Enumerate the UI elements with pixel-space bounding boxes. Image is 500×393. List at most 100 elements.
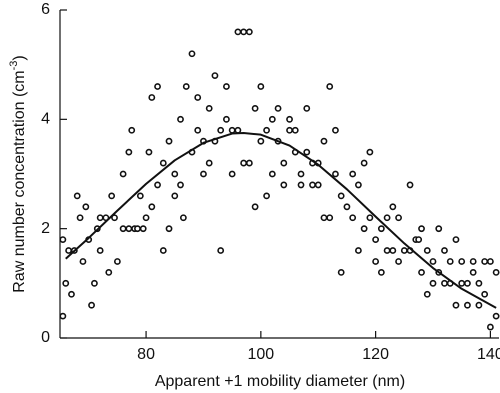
y-tick-label: 4: [41, 111, 50, 128]
y-axis-label-main: Raw number concentration (cm: [11, 70, 28, 292]
data-point: [108, 192, 116, 200]
data-point: [377, 268, 385, 276]
data-point: [441, 279, 448, 287]
data-point: [337, 192, 345, 200]
data-point: [366, 148, 374, 156]
data-point: [314, 181, 322, 189]
data-point: [251, 105, 259, 112]
data-point: [119, 225, 127, 233]
data-point: [125, 225, 133, 233]
data-point: [171, 192, 179, 200]
data-point: [211, 72, 219, 79]
data-point: [228, 126, 236, 134]
data-point: [179, 214, 187, 222]
x-tick-label: 120: [362, 346, 389, 363]
y-axis-label-end: ): [11, 55, 28, 60]
data-point: [154, 181, 161, 189]
data-point: [148, 94, 156, 101]
data-point: [372, 258, 380, 265]
data-point: [423, 247, 431, 254]
data-point: [59, 312, 67, 320]
data-point: [217, 126, 225, 134]
data-point: [349, 214, 357, 222]
data-point: [383, 247, 391, 254]
data-point: [492, 312, 500, 320]
data-point: [286, 126, 293, 134]
data-point: [435, 225, 443, 233]
data-point: [400, 247, 408, 254]
data-point: [82, 203, 90, 211]
data-point: [148, 203, 156, 211]
data-point: [113, 258, 121, 265]
data-point: [452, 301, 460, 309]
data-point: [486, 258, 494, 265]
y-tick-label: 0: [41, 329, 50, 346]
data-point: [291, 126, 299, 134]
data-point: [441, 247, 448, 254]
data-point: [228, 170, 236, 178]
data-point: [96, 247, 104, 254]
data-point: [177, 181, 184, 189]
data-point: [268, 170, 276, 178]
data-point: [257, 137, 265, 145]
data-point: [119, 170, 127, 178]
data-point: [145, 148, 153, 156]
x-tick-label: 100: [247, 346, 274, 363]
data-point: [223, 115, 230, 123]
data-point: [429, 279, 437, 287]
data-point: [165, 137, 173, 145]
data-point: [257, 83, 265, 90]
x-tick-label: 140: [477, 346, 500, 363]
data-point: [76, 214, 84, 222]
data-point: [125, 148, 133, 156]
data-point: [268, 115, 276, 123]
data-point: [343, 203, 351, 211]
data-point: [111, 214, 118, 222]
data-point: [332, 170, 339, 178]
data-point: [429, 258, 437, 265]
data-point: [240, 28, 248, 36]
data-point: [415, 236, 423, 243]
data-point: [234, 126, 242, 134]
data-point: [326, 214, 334, 222]
data-point: [171, 170, 179, 178]
data-point: [326, 83, 334, 90]
data-point: [136, 192, 144, 200]
data-point: [62, 279, 70, 287]
data-point: [303, 148, 311, 156]
data-point: [297, 181, 305, 189]
data-point: [263, 126, 270, 134]
data-point: [142, 214, 150, 222]
data-point: [251, 203, 259, 211]
data-point: [73, 192, 81, 200]
data-point: [389, 203, 397, 211]
data-point: [377, 225, 385, 233]
data-point: [486, 323, 494, 331]
data-point: [464, 279, 471, 287]
data-point: [223, 83, 230, 90]
data-point: [320, 137, 328, 145]
data-point: [366, 214, 374, 222]
data-point: [234, 28, 242, 36]
data-point: [383, 214, 391, 222]
data-point: [452, 236, 460, 243]
data-point: [320, 214, 328, 222]
data-point: [274, 105, 282, 112]
data-point: [217, 247, 225, 254]
data-point: [360, 159, 368, 167]
y-tick-label: 2: [41, 220, 50, 237]
y-tick-label: 6: [41, 1, 50, 18]
data-point: [165, 225, 173, 233]
data-point: [492, 268, 500, 276]
data-point: [355, 247, 362, 254]
data-point: [65, 247, 73, 254]
data-point: [188, 50, 196, 58]
data-point: [475, 301, 483, 309]
data-point: [182, 83, 190, 90]
y-axis-label-sup: -3: [8, 61, 20, 71]
data-point: [389, 247, 397, 254]
data-point: [139, 225, 147, 233]
data-point: [446, 258, 454, 265]
data-point: [79, 258, 87, 265]
data-point: [297, 170, 305, 178]
